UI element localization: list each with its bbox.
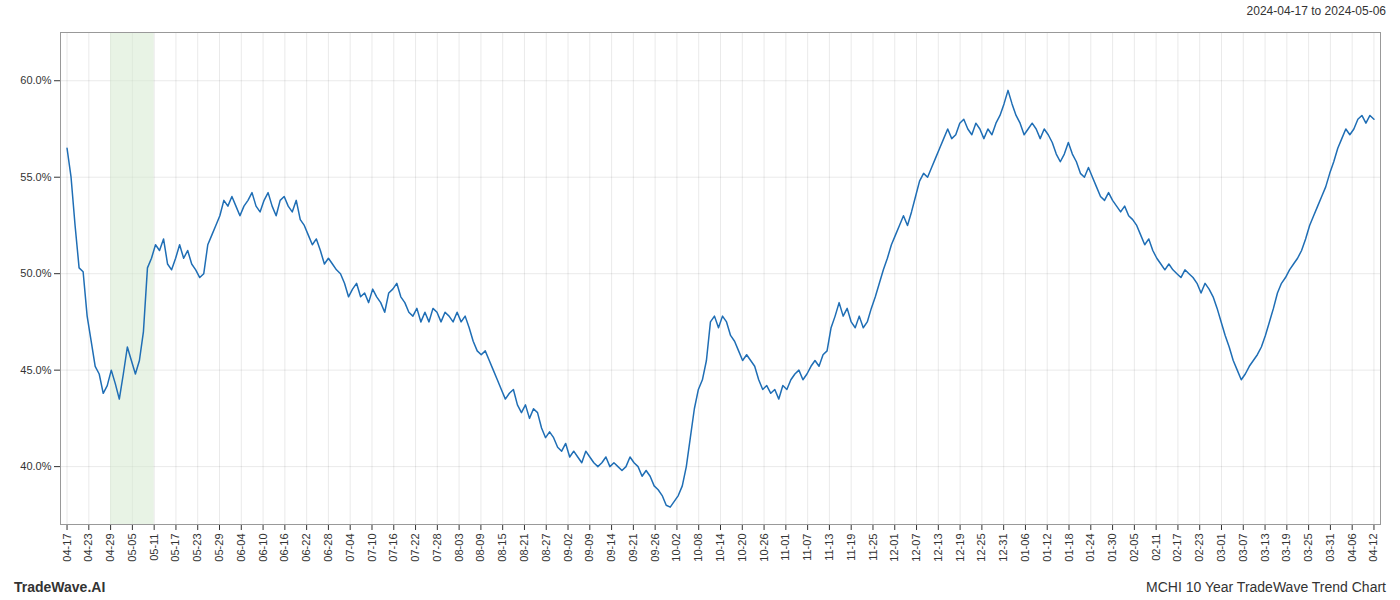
svg-text:10-02: 10-02 [670,534,682,562]
svg-text:05-05: 05-05 [126,534,138,562]
svg-text:02-05: 02-05 [1128,534,1140,562]
svg-text:06-28: 06-28 [322,534,334,562]
svg-text:45.0%: 45.0% [20,364,51,376]
svg-text:06-16: 06-16 [278,534,290,562]
svg-text:08-27: 08-27 [540,534,552,562]
svg-text:10-20: 10-20 [736,534,748,562]
svg-text:10-26: 10-26 [758,534,770,562]
svg-text:03-25: 03-25 [1302,534,1314,562]
svg-text:08-03: 08-03 [453,534,465,562]
svg-text:12-13: 12-13 [932,534,944,562]
svg-text:09-09: 09-09 [583,534,595,562]
svg-text:12-01: 12-01 [888,534,900,562]
svg-text:02-17: 02-17 [1171,534,1183,562]
svg-text:01-06: 01-06 [1019,534,1031,562]
svg-text:01-12: 01-12 [1041,534,1053,562]
svg-text:06-10: 06-10 [257,534,269,562]
svg-text:04-12: 04-12 [1367,534,1379,562]
svg-text:11-13: 11-13 [823,534,835,561]
svg-text:12-25: 12-25 [975,534,987,562]
svg-text:07-04: 07-04 [344,534,356,562]
svg-text:10-14: 10-14 [714,534,726,562]
svg-text:11-25: 11-25 [866,534,878,561]
svg-text:01-24: 01-24 [1084,534,1096,562]
html-text:MCHI 10 Year TradeWave Trend C: MCHI 10 Year TradeWave Trend Chart [1146,579,1386,595]
svg-text:05-23: 05-23 [191,534,203,562]
svg-text:11-07: 11-07 [801,534,813,561]
svg-text:03-19: 03-19 [1280,534,1292,562]
svg-text:09-02: 09-02 [562,534,574,562]
svg-text:12-31: 12-31 [997,534,1009,562]
svg-text:05-17: 05-17 [169,534,181,562]
svg-text:11-01: 11-01 [779,534,791,561]
svg-text:50.0%: 50.0% [20,267,51,279]
svg-text:04-17: 04-17 [61,534,73,562]
svg-text:01-30: 01-30 [1106,534,1118,562]
svg-text:09-26: 09-26 [649,534,661,562]
svg-text:07-10: 07-10 [366,534,378,562]
svg-text:03-07: 03-07 [1237,534,1249,562]
svg-text:09-21: 09-21 [627,534,639,562]
svg-text:07-16: 07-16 [387,534,399,562]
svg-text:07-22: 07-22 [409,534,421,562]
html-text:TradeWave.AI: TradeWave.AI [14,579,106,595]
svg-text:40.0%: 40.0% [20,460,51,472]
svg-text:02-23: 02-23 [1193,534,1205,562]
svg-text:07-28: 07-28 [431,534,443,562]
svg-text:08-15: 08-15 [496,534,508,562]
svg-text:08-09: 08-09 [474,534,486,562]
svg-text:04-23: 04-23 [82,534,94,562]
svg-text:11-19: 11-19 [845,534,857,561]
svg-text:10-08: 10-08 [692,534,704,562]
svg-text:06-04: 06-04 [235,534,247,562]
svg-text:03-01: 03-01 [1215,534,1227,562]
svg-text:04-29: 04-29 [104,534,116,562]
html-text:2024-04-17 to 2024-05-06: 2024-04-17 to 2024-05-06 [1246,4,1386,18]
svg-text:02-11: 02-11 [1150,534,1162,561]
svg-text:55.0%: 55.0% [20,171,51,183]
svg-text:08-21: 08-21 [518,534,530,562]
svg-text:05-29: 05-29 [213,534,225,562]
svg-text:04-06: 04-06 [1346,534,1358,562]
svg-text:05-11: 05-11 [148,534,160,561]
svg-text:06-22: 06-22 [300,534,312,562]
svg-text:09-14: 09-14 [605,534,617,562]
svg-text:60.0%: 60.0% [20,74,51,86]
svg-text:03-13: 03-13 [1259,534,1271,562]
svg-text:12-07: 12-07 [910,534,922,562]
svg-text:03-31: 03-31 [1324,534,1336,562]
svg-text:12-19: 12-19 [954,534,966,562]
svg-text:01-18: 01-18 [1063,534,1075,562]
